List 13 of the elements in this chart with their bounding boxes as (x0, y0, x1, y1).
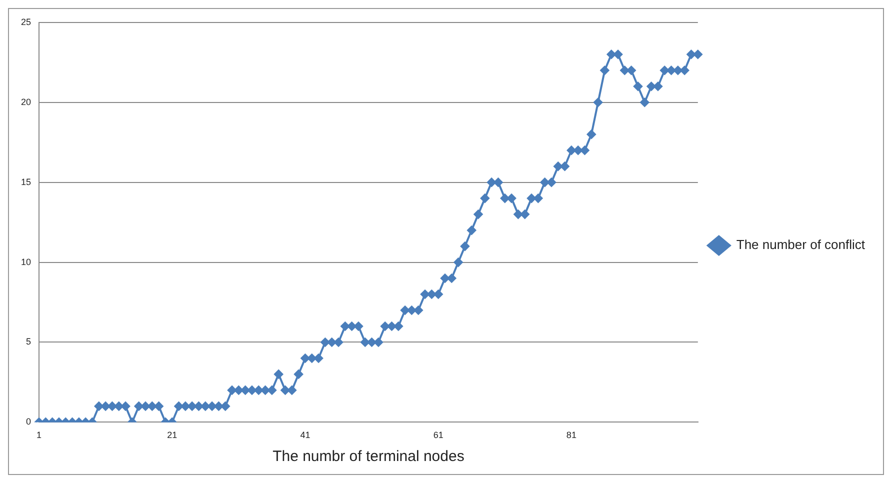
x-tick-label: 81 (566, 430, 576, 440)
x-tick-label: 61 (433, 430, 444, 440)
x-tick-label: 1 (36, 430, 42, 440)
y-tick-label: 25 (20, 16, 32, 27)
x-tick-label: 21 (167, 430, 178, 440)
y-tick-label: 10 (20, 256, 32, 267)
legend-label: The number of conflict (736, 237, 866, 252)
y-tick-label: 20 (20, 96, 32, 107)
x-axis-title: The numbr of terminal nodes (272, 448, 464, 466)
x-tick-label: 41 (300, 430, 310, 440)
y-tick-label: 0 (26, 416, 32, 427)
y-tick-label: 5 (26, 336, 32, 347)
y-tick-label: 15 (20, 176, 32, 187)
